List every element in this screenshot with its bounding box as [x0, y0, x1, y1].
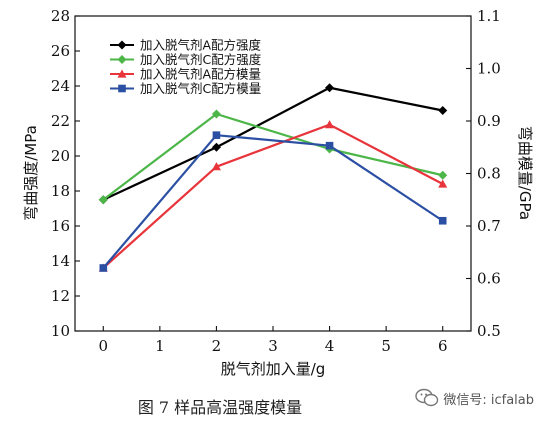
wechat-icon: [415, 388, 439, 407]
legend-label: 加入脱气剂C配方强度: [140, 52, 262, 67]
x-tick-label: 0: [99, 337, 109, 355]
watermark: 微信号: icfalab: [415, 385, 534, 411]
y-left-tick-label: 16: [51, 217, 70, 235]
y-right-tick-label: 0.6: [477, 270, 501, 288]
legend-label: 加入脱气剂C配方模量: [140, 81, 261, 96]
legend-swatch-marker: [117, 40, 127, 50]
y-left-tick-label: 18: [51, 182, 70, 200]
series-1-point: [325, 83, 335, 93]
series-line-3: [102, 123, 444, 269]
series-1-point: [438, 106, 448, 115]
series-line-4: [102, 134, 444, 269]
x-tick-label: 6: [438, 337, 448, 355]
y-left-tick-label: 20: [51, 147, 70, 165]
series-line-1: [102, 86, 443, 201]
series-3-point: [211, 162, 221, 171]
x-tick-label: 4: [325, 337, 335, 355]
series-3-point: [325, 120, 335, 129]
y-axis-left-title: 弯曲强度/MPa: [22, 125, 40, 221]
watermark-text: 微信号: icfalab: [443, 392, 534, 408]
y-right-tick-label: 1.1: [477, 7, 501, 25]
series-3-point: [438, 179, 448, 188]
y-right-tick-label: 0.7: [477, 217, 501, 235]
legend-swatch-marker: [117, 55, 127, 64]
legend-label: 加入脱气剂A配方模量: [140, 67, 261, 82]
series-4-point: [325, 141, 334, 150]
y-right-tick-label: 0.9: [477, 112, 501, 130]
x-tick-label: 1: [155, 337, 165, 355]
plot-frame: [74, 15, 472, 332]
series-2-point: [438, 170, 448, 180]
legend-swatch-marker: [118, 84, 126, 93]
x-tick-label: 2: [212, 337, 222, 355]
x-tick-label: 3: [268, 337, 278, 355]
tick-group: 0 1 2 3 4 5 6101214161820222426280.50.60.70.80…: [51, 7, 501, 355]
series-1-point: [211, 142, 221, 152]
series-4-point: [438, 216, 447, 225]
y-axis-right-title: 弯曲模量/GPa: [516, 126, 534, 220]
y-right-tick-label: 0.5: [477, 322, 501, 340]
series-2-point: [98, 195, 108, 205]
y-left-tick-label: 28: [51, 7, 70, 25]
y-left-tick-label: 14: [51, 252, 70, 270]
y-left-tick-label: 12: [51, 287, 70, 305]
y-left-tick-label: 10: [51, 322, 70, 340]
y-left-tick-label: 24: [51, 77, 70, 95]
figure-caption: 图 7 样品高温强度模量: [137, 398, 303, 417]
x-axis-title: 脱气剂加入量/g: [221, 360, 326, 378]
series-markers: [98, 83, 448, 272]
y-right-tick-label: 0.8: [477, 165, 501, 183]
x-tick-label: 5: [381, 337, 391, 355]
y-left-tick-label: 26: [51, 42, 70, 60]
series-lines: [102, 86, 444, 269]
y-right-tick-label: 1.0: [477, 60, 501, 78]
legend-label: 加入脱气剂A配方强度: [140, 38, 262, 53]
legend-swatch-marker: [117, 69, 127, 78]
series-4-point: [212, 131, 221, 139]
y-left-tick-label: 22: [51, 112, 70, 130]
series-2-point: [211, 109, 221, 119]
series-line-2: [102, 112, 443, 201]
series-4-point: [99, 264, 108, 272]
